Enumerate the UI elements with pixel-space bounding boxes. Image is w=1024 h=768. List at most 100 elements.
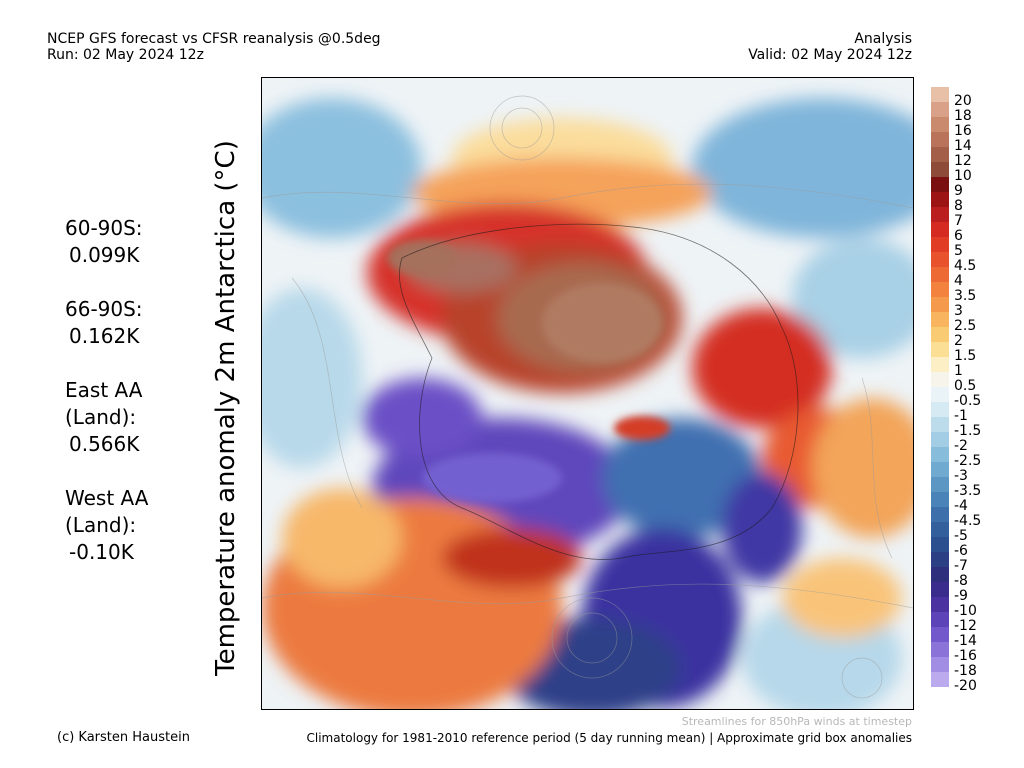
colorbar-label: 3.5 — [954, 288, 977, 304]
colorbar-label: -6 — [954, 543, 968, 559]
colorbar-swatch — [931, 612, 949, 627]
colorbar-swatch — [931, 582, 949, 597]
colorbar-label: -0.5 — [954, 393, 982, 409]
colorbar-label: 6 — [954, 228, 963, 244]
analysis-label: Analysis — [854, 31, 912, 47]
colorbar-label: 16 — [954, 123, 972, 139]
colorbar-label: -12 — [954, 618, 977, 634]
colorbar-swatch — [931, 147, 949, 162]
colorbar-label: -10 — [954, 603, 977, 619]
colorbar-swatch — [931, 102, 949, 117]
colorbar-label: -20 — [954, 678, 977, 694]
colorbar-swatch — [931, 672, 949, 687]
colorbar-swatch — [931, 552, 949, 567]
colorbar-label: 2 — [954, 333, 963, 349]
stat-value: 0.566K — [69, 432, 140, 456]
colorbar-swatch — [931, 267, 949, 282]
colorbar-label: 1 — [954, 363, 963, 379]
colorbar-label: -18 — [954, 663, 977, 679]
colorbar-swatch — [931, 327, 949, 342]
stat-66-90s: 66-90S: 0.162K — [65, 296, 148, 350]
colorbar-swatch — [931, 177, 949, 192]
colorbar-label: 9 — [954, 183, 963, 199]
colorbar-swatch — [931, 522, 949, 537]
header-left: NCEP GFS forecast vs CFSR reanalysis @0.… — [47, 31, 381, 63]
colorbar-label: -4 — [954, 498, 968, 514]
credit: (c) Karsten Haustein — [57, 730, 190, 745]
stat-label: 60-90S: — [65, 216, 143, 240]
colorbar-swatch — [931, 432, 949, 447]
colorbar-label: 1.5 — [954, 348, 977, 364]
colorbar-label: 0.5 — [954, 378, 977, 394]
colorbar-label: -9 — [954, 588, 968, 604]
colorbar-label: 7 — [954, 213, 963, 229]
colorbar-label: -1 — [954, 408, 968, 424]
colorbar-label: -2 — [954, 438, 968, 454]
colorbar-swatch — [931, 162, 949, 177]
colorbar-swatch — [931, 537, 949, 552]
colorbar-label: 3 — [954, 303, 963, 319]
stat-label-line: East AA — [65, 378, 143, 402]
colorbar-label: -3 — [954, 468, 968, 484]
colorbar-swatch — [931, 312, 949, 327]
colorbar-swatch — [931, 282, 949, 297]
colorbar-swatch — [931, 132, 949, 147]
colorbar-label: 2.5 — [954, 318, 977, 334]
colorbar-swatch — [931, 342, 949, 357]
colorbar-swatch — [931, 657, 949, 672]
colorbar-swatch — [931, 627, 949, 642]
colorbar-swatch — [931, 87, 949, 102]
colorbar-label: -3.5 — [954, 483, 982, 499]
stat-east-aa: East AA (Land): 0.566K — [65, 377, 148, 458]
colorbar-label: 18 — [954, 108, 972, 124]
colorbar-swatch — [931, 372, 949, 387]
colorbar-swatch — [931, 507, 949, 522]
colorbar-swatch — [931, 357, 949, 372]
map-title: NCEP GFS forecast vs CFSR reanalysis @0.… — [47, 31, 381, 47]
stat-label: 66-90S: — [65, 297, 143, 321]
colorbar-swatch — [931, 237, 949, 252]
colorbar-label: 4.5 — [954, 258, 977, 274]
streamline-note: Streamlines for 850hPa winds at timestep — [681, 715, 912, 728]
colorbar-swatch — [931, 297, 949, 312]
colorbar-label: 12 — [954, 153, 972, 169]
colorbar-swatch — [931, 402, 949, 417]
header-right: Analysis Valid: 02 May 2024 12z — [748, 31, 912, 63]
stat-value: 0.099K — [69, 243, 140, 267]
run-time: Run: 02 May 2024 12z — [47, 47, 204, 63]
colorbar-label: 8 — [954, 198, 963, 214]
stat-west-aa: West AA (Land): -0.10K — [65, 485, 148, 566]
anomaly-field — [262, 78, 913, 709]
colorbar-swatch — [931, 597, 949, 612]
stat-value: -0.10K — [69, 540, 134, 564]
colorbar-swatch — [931, 462, 949, 477]
variable-label: Temperature anomaly 2m Antarctica (°C) — [211, 140, 241, 676]
stat-60-90s: 60-90S: 0.099K — [65, 215, 148, 269]
colorbar-swatch — [931, 207, 949, 222]
stat-label-line: (Land): — [65, 405, 137, 429]
colorbar-swatch — [931, 222, 949, 237]
colorbar-label: -2.5 — [954, 453, 982, 469]
colorbar-label: 10 — [954, 168, 972, 184]
stat-value: 0.162K — [69, 324, 140, 348]
colorbar-label: 5 — [954, 243, 963, 259]
colorbar-swatch — [931, 567, 949, 582]
anomaly-map[interactable] — [261, 77, 914, 710]
stat-label-line: (Land): — [65, 513, 137, 537]
valid-time: Valid: 02 May 2024 12z — [748, 47, 912, 63]
colorbar-label: 20 — [954, 93, 972, 109]
colorbar-label: -8 — [954, 573, 968, 589]
colorbar-label: -14 — [954, 633, 977, 649]
colorbar-swatch — [931, 252, 949, 267]
colorbar-label: 14 — [954, 138, 972, 154]
region-stats: 60-90S: 0.099K 66-90S: 0.162K East AA (L… — [65, 215, 148, 593]
colorbar-label: -7 — [954, 558, 968, 574]
climatology-note: Climatology for 1981-2010 reference peri… — [306, 731, 913, 745]
colorbar-swatch — [931, 477, 949, 492]
colorbar-swatch — [931, 192, 949, 207]
colorbar-label: -5 — [954, 528, 968, 544]
colorbar-swatch — [931, 117, 949, 132]
colorbar-swatch — [931, 447, 949, 462]
colorbar-swatch — [931, 642, 949, 657]
colorbar-label: 4 — [954, 273, 963, 289]
